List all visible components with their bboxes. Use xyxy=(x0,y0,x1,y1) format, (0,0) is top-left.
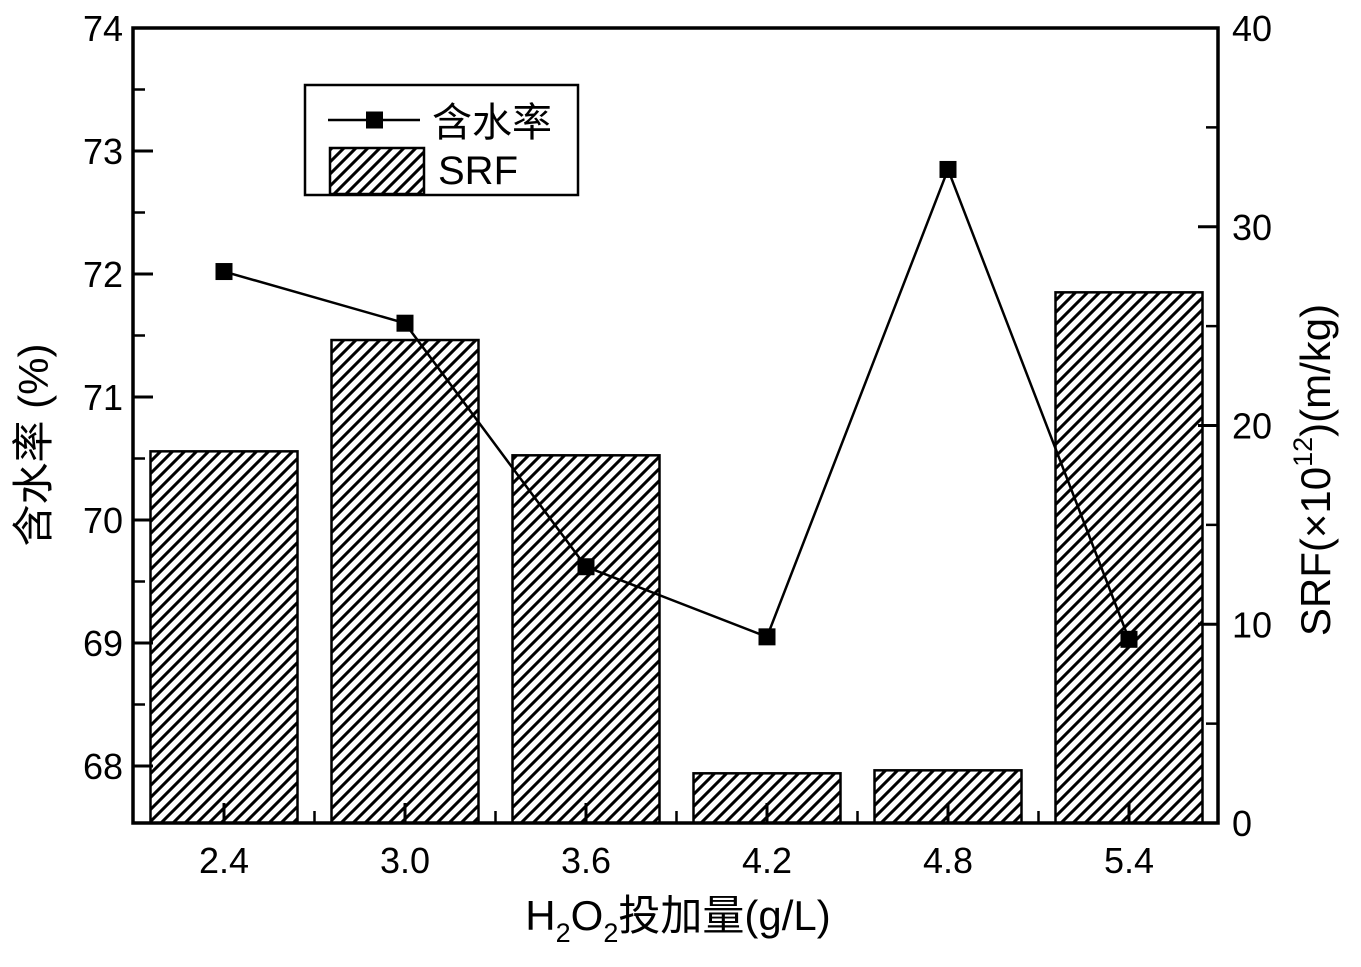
moisture-marker-4.2 xyxy=(758,628,776,646)
moisture-marker-5.4 xyxy=(1120,630,1138,648)
right-axis-tick-label: 30 xyxy=(1232,207,1272,248)
right-axis-title: SRF(×1012)(m/kg) xyxy=(1288,304,1339,636)
axes: 68 69 70 71 72 73 74 0 10 20 30 40 2.4 3.0 3.6 4.2 4.8 5.… xyxy=(83,8,1272,881)
x-axis-tick-label: 3.0 xyxy=(380,840,430,881)
legend-hatch-swatch-icon xyxy=(328,146,426,196)
x-axis-tick-label: 4.8 xyxy=(923,840,973,881)
left-axis-tick-label: 74 xyxy=(83,8,123,49)
right-axis-tick-label: 0 xyxy=(1232,803,1252,844)
legend-square-marker-icon xyxy=(366,111,383,129)
x-axis-tick-label: 3.6 xyxy=(561,840,611,881)
x-axis-tick-label: 5.4 xyxy=(1104,840,1154,881)
bar-series-srf xyxy=(149,291,1204,825)
right-axis-tick-label: 20 xyxy=(1232,406,1272,447)
x-axis-title: H2O2投加量(g/L) xyxy=(525,892,830,948)
left-axis-title: 含水率 (%) xyxy=(10,344,57,547)
axis-titles: H2O2投加量(g/L) 含水率 (%) SRF(×1012)(m/kg) xyxy=(10,304,1339,948)
right-axis-tick-label: 40 xyxy=(1232,8,1272,49)
bar-srf-2.4 xyxy=(149,450,299,825)
left-axis-tick-label: 73 xyxy=(83,131,123,172)
moisture-marker-4.8 xyxy=(939,160,957,178)
x-axis-tick-label: 4.2 xyxy=(742,840,792,881)
line-series-moisture xyxy=(215,160,1138,648)
x-axis-tick-label: 2.4 xyxy=(199,840,249,881)
left-axis-tick-label: 71 xyxy=(83,377,123,418)
bar-srf-3.0 xyxy=(330,338,480,825)
legend-label-moisture: 含水率 xyxy=(432,101,552,145)
moisture-line xyxy=(223,165,1131,640)
moisture-marker-3.0 xyxy=(396,314,414,332)
left-axis-tick-label: 68 xyxy=(83,746,123,787)
bar-srf-5.4 xyxy=(1054,291,1204,825)
moisture-marker-3.6 xyxy=(577,558,595,576)
moisture-marker-2.4 xyxy=(215,263,233,281)
right-axis-tick-label: 10 xyxy=(1232,604,1272,645)
legend-label-srf: SRF xyxy=(438,149,518,193)
left-axis-tick-label: 72 xyxy=(83,254,123,295)
bar-srf-3.6 xyxy=(511,454,661,825)
left-axis-tick-label: 70 xyxy=(83,500,123,541)
left-axis-tick-label: 69 xyxy=(83,623,123,664)
